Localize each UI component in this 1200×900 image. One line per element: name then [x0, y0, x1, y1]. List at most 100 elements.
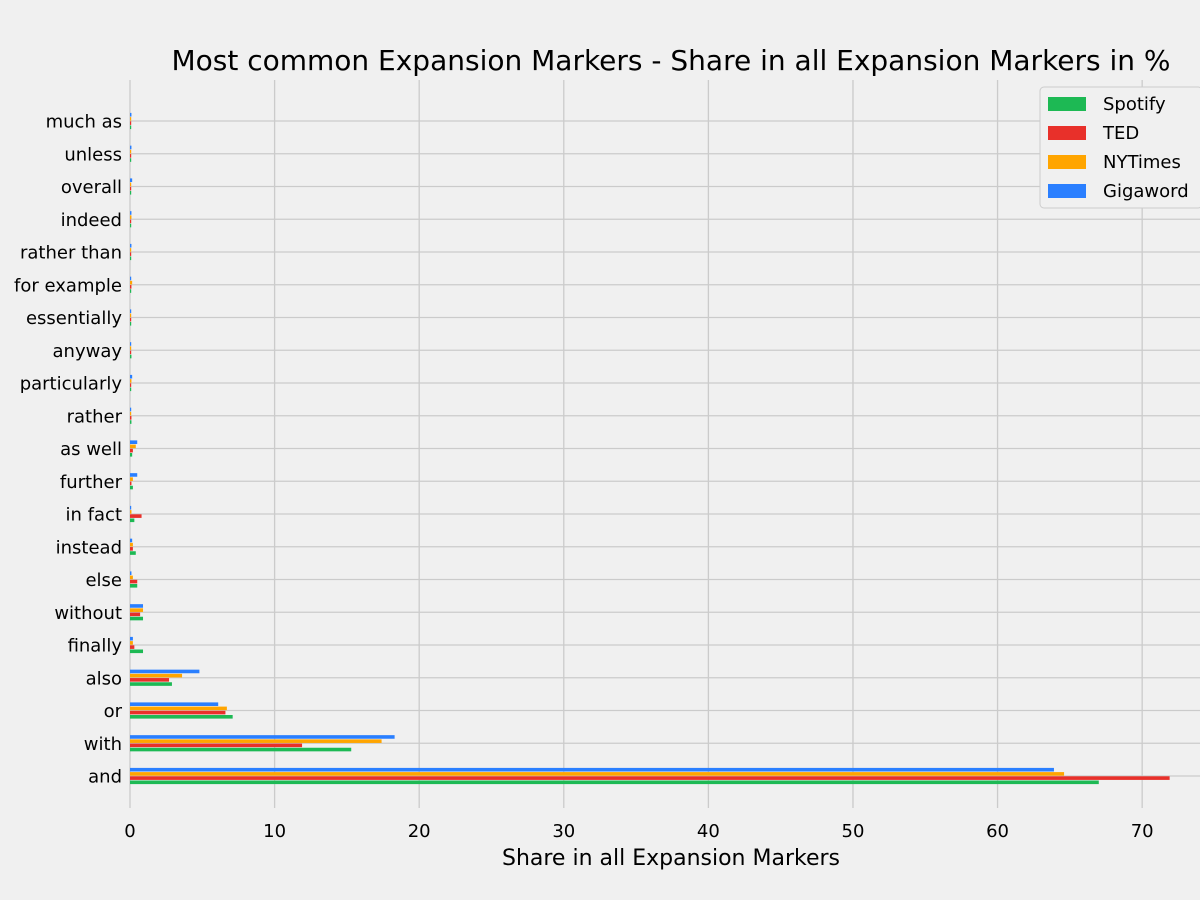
- legend-label-gigaword: Gigaword: [1103, 181, 1189, 202]
- bar-nytimes-in-fact: [130, 510, 132, 514]
- bar-ted-for-example: [130, 285, 132, 289]
- bar-nytimes-or: [130, 706, 227, 711]
- bar-ted-with: [130, 743, 303, 748]
- bar-nytimes-rather: [130, 411, 132, 416]
- bar-ted-rather: [130, 416, 132, 420]
- y-tick-label: unless: [64, 144, 122, 165]
- bar-ted-particularly: [130, 383, 132, 387]
- y-tick-label: rather than: [20, 243, 122, 264]
- chart-title: Most common Expansion Markers - Share in…: [171, 44, 1170, 77]
- y-tick-label: without: [54, 603, 122, 624]
- bar-spotify-instead: [130, 551, 136, 555]
- y-tick-label: further: [60, 472, 123, 493]
- bar-gigaword-rather: [130, 407, 132, 412]
- bar-gigaword-else: [130, 571, 132, 575]
- legend-swatch-gigaword: [1048, 184, 1086, 198]
- bar-spotify-without: [130, 616, 144, 621]
- y-tick-label: indeed: [61, 210, 122, 231]
- bar-spotify-also: [130, 682, 172, 686]
- bar-spotify-in-fact: [130, 518, 135, 523]
- bar-nytimes-indeed: [130, 215, 132, 219]
- bar-ted-indeed: [130, 219, 132, 224]
- y-tick-label: in fact: [66, 505, 122, 526]
- bar-nytimes-rather-than: [130, 248, 132, 252]
- bar-ted-rather-than: [130, 252, 132, 256]
- y-tick-label: essentially: [26, 308, 122, 329]
- bar-spotify-for-example: [130, 289, 132, 293]
- grid: [129, 80, 1200, 808]
- bar-gigaword-anyway: [130, 342, 132, 346]
- bar-spotify-unless: [130, 158, 132, 162]
- bar-gigaword-unless: [130, 145, 132, 150]
- legend-box: [1039, 86, 1200, 209]
- x-tick-label: 0: [124, 821, 135, 842]
- x-tick-label: 50: [842, 821, 865, 842]
- y-tick-label: much as: [46, 112, 122, 133]
- bar-nytimes-unless: [130, 149, 132, 154]
- bar-nytimes-instead: [130, 542, 133, 547]
- legend-swatch-nytimes: [1048, 155, 1086, 169]
- bar-gigaword-and: [130, 767, 1054, 772]
- x-tick-label: 60: [986, 821, 1009, 842]
- x-tick-labels: 0 10 20 30 40 50 60 70: [124, 821, 1153, 842]
- x-axis-label: Share in all Expansion Markers: [502, 846, 840, 871]
- bar-gigaword-also: [130, 669, 200, 674]
- bar-spotify-anyway: [130, 354, 132, 359]
- bar-spotify-essentially: [130, 322, 132, 326]
- bar-gigaword-without: [130, 604, 144, 608]
- bar-gigaword-essentially: [130, 309, 132, 313]
- bars: [130, 112, 1170, 785]
- x-tick-label: 30: [552, 821, 575, 842]
- y-tick-labels: and with or also finally without else instead in…: [14, 112, 123, 788]
- bar-gigaword-particularly: [130, 374, 133, 379]
- bar-gigaword-finally: [130, 636, 133, 641]
- bar-nytimes-for-example: [130, 280, 133, 285]
- x-tick-label: 20: [408, 821, 431, 842]
- bar-ted-also: [130, 678, 170, 682]
- x-tick-label: 70: [1131, 821, 1154, 842]
- y-tick-label: rather: [67, 406, 123, 427]
- x-tick-label: 10: [263, 821, 286, 842]
- legend-label-ted: TED: [1102, 123, 1139, 144]
- bar-ted-finally: [130, 645, 135, 649]
- bar-ted-without: [130, 612, 141, 617]
- bar-gigaword-for-example: [130, 276, 132, 281]
- legend: Spotify TED NYTimes Gigaword: [1039, 86, 1200, 209]
- bar-spotify-overall: [130, 191, 132, 195]
- bar-nytimes-without: [130, 608, 144, 612]
- bar-nytimes-particularly: [130, 379, 132, 383]
- bar-ted-as-well: [130, 448, 133, 453]
- y-tick-label: also: [86, 668, 122, 689]
- bar-spotify-indeed: [130, 223, 132, 228]
- bar-nytimes-overall: [130, 182, 132, 187]
- bar-gigaword-much-as: [130, 112, 132, 117]
- y-tick-label: anyway: [53, 341, 123, 362]
- bar-gigaword-or: [130, 702, 219, 706]
- legend-swatch-spotify: [1048, 97, 1086, 111]
- bar-ted-else: [130, 579, 138, 584]
- bar-nytimes-else: [130, 575, 133, 580]
- bar-nytimes-further: [130, 477, 133, 481]
- bar-gigaword-with: [130, 735, 395, 739]
- y-tick-label: else: [85, 570, 122, 591]
- bar-spotify-finally: [130, 649, 144, 654]
- bar-spotify-much-as: [130, 125, 132, 130]
- bar-nytimes-and: [130, 772, 1065, 776]
- bar-gigaword-indeed: [130, 211, 132, 215]
- legend-swatch-ted: [1048, 126, 1086, 140]
- y-tick-label: and: [88, 767, 122, 788]
- bar-spotify-and: [130, 780, 1099, 785]
- x-tick-label: 40: [697, 821, 720, 842]
- bar-ted-unless: [130, 154, 132, 158]
- bar-spotify-with: [130, 747, 352, 752]
- bar-ted-overall: [130, 186, 132, 191]
- y-tick-label: finally: [68, 636, 123, 657]
- bar-ted-and: [130, 776, 1170, 780]
- bar-ted-essentially: [130, 317, 132, 322]
- bar-nytimes-finally: [130, 641, 133, 645]
- bar-gigaword-instead: [130, 538, 133, 543]
- bar-ted-instead: [130, 547, 133, 551]
- bar-ted-further: [130, 481, 132, 486]
- bar-nytimes-anyway: [130, 346, 132, 350]
